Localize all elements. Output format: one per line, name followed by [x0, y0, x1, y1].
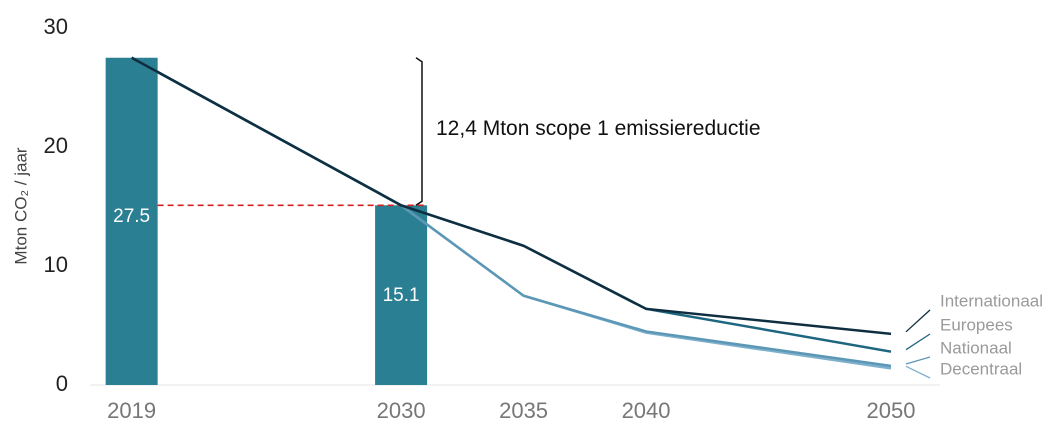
x-tick-label: 2030	[377, 398, 426, 423]
legend-leader	[905, 309, 931, 333]
legend-label: Internationaal	[940, 291, 1043, 310]
x-tick-label: 2019	[107, 398, 156, 423]
y-tick-label: 0	[56, 371, 68, 396]
y-axis-label: Mton CO₂ / jaar	[11, 147, 30, 264]
y-tick-label: 30	[44, 14, 68, 39]
series-line	[131, 56, 892, 336]
x-tick-label: 2040	[622, 398, 671, 423]
bar-label: 27.5	[113, 206, 150, 227]
series-line	[131, 56, 892, 368]
legend-label: Decentraal	[940, 359, 1022, 378]
bar-label: 15.1	[383, 285, 420, 306]
annotation: 12,4 Mton scope 1 emissiereductie	[436, 117, 761, 140]
bracket	[415, 57, 423, 206]
y-tick-label: 20	[44, 133, 68, 158]
legend-label: Nationaal	[940, 338, 1012, 357]
legend-leader	[905, 333, 931, 351]
series-line	[131, 56, 892, 353]
legend-leader	[905, 365, 931, 379]
legend-leader	[905, 356, 931, 365]
bar	[105, 57, 158, 385]
x-tick-label: 2050	[867, 398, 916, 423]
bar	[375, 205, 428, 385]
y-tick-label: 10	[44, 252, 68, 277]
legend-label: Europees	[940, 315, 1013, 334]
x-tick-label: 2035	[499, 398, 548, 423]
